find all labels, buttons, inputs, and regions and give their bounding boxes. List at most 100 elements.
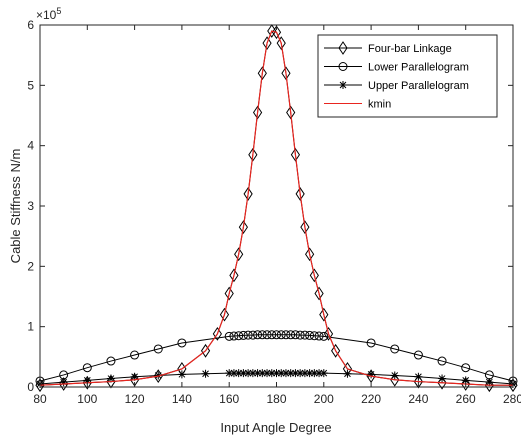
data-point-lower-parallelogram <box>130 350 140 360</box>
series-line-lower-parallelogram <box>39 334 514 382</box>
y-axis-label: Cable Stiffness N/m <box>8 149 23 264</box>
data-point-lower-parallelogram <box>106 356 116 366</box>
data-point-lower-parallelogram <box>305 330 315 340</box>
data-point-four-bar-linkage <box>262 36 272 51</box>
data-point-lower-parallelogram <box>267 330 277 340</box>
y-tick-label: 6 <box>27 18 34 32</box>
legend-label: Lower Parallelogram <box>368 62 469 74</box>
data-point-lower-parallelogram <box>243 330 253 340</box>
data-point-upper-parallelogram <box>286 369 295 378</box>
data-point-upper-parallelogram <box>106 374 115 383</box>
data-point-four-bar-linkage <box>257 66 267 81</box>
data-point-four-bar-linkage <box>305 247 315 262</box>
data-point-upper-parallelogram <box>59 378 68 387</box>
data-point-lower-parallelogram <box>229 331 239 341</box>
data-point-lower-parallelogram <box>257 330 267 340</box>
y-exponent-label: ×105 <box>36 6 61 22</box>
data-point-four-bar-linkage <box>437 375 447 390</box>
data-point-four-bar-linkage <box>200 343 211 358</box>
data-point-upper-parallelogram <box>229 369 238 378</box>
data-point-upper-parallelogram <box>438 374 447 383</box>
data-point-upper-parallelogram <box>310 369 319 378</box>
data-point-lower-parallelogram <box>153 344 163 354</box>
data-point-upper-parallelogram <box>201 369 210 378</box>
data-point-upper-parallelogram <box>485 378 494 387</box>
data-point-lower-parallelogram <box>295 330 305 340</box>
data-point-four-bar-linkage <box>319 307 329 322</box>
data-point-four-bar-linkage <box>413 374 424 389</box>
data-point-four-bar-linkage <box>314 286 324 301</box>
legend-items: Four-bar Linkage Lower Parallelogram Upper… <box>324 41 469 111</box>
x-tick-label: 260 <box>456 392 476 406</box>
legend-box <box>317 34 498 118</box>
data-point-upper-parallelogram <box>367 370 376 379</box>
data-point-lower-parallelogram <box>248 330 258 340</box>
series-layer <box>35 24 518 393</box>
data-point-upper-parallelogram <box>258 369 267 378</box>
legend-marker <box>338 62 348 71</box>
data-point-lower-parallelogram <box>59 370 69 380</box>
data-point-lower-parallelogram <box>177 338 187 348</box>
data-point-upper-parallelogram <box>263 369 272 378</box>
data-point-upper-parallelogram <box>461 376 470 385</box>
data-point-four-bar-linkage <box>248 147 258 162</box>
data-point-four-bar-linkage <box>300 220 310 235</box>
x-axis-label: Input Angle Degree <box>220 420 331 435</box>
data-point-four-bar-linkage <box>219 307 230 322</box>
x-tick-label: 160 <box>219 392 239 406</box>
y-exponent-prefix: ×10 <box>36 8 57 22</box>
x-tick-label: 200 <box>314 392 334 406</box>
data-point-upper-parallelogram <box>291 369 300 378</box>
legend-item-kmin: kmin <box>324 99 391 111</box>
data-point-four-bar-linkage <box>238 220 248 235</box>
series-line-kmin <box>39 30 513 386</box>
data-point-lower-parallelogram <box>238 330 248 340</box>
data-point-lower-parallelogram <box>390 344 400 354</box>
data-point-upper-parallelogram <box>239 369 248 378</box>
legend-label: Upper Parallelogram <box>368 80 469 92</box>
data-point-four-bar-linkage <box>508 378 518 393</box>
legend-item-upper-parallelogram: Upper Parallelogram <box>324 80 469 92</box>
data-point-four-bar-linkage <box>106 374 116 389</box>
data-point-upper-parallelogram <box>244 369 253 378</box>
data-point-four-bar-linkage <box>484 378 494 393</box>
data-point-lower-parallelogram <box>366 338 376 348</box>
data-point-four-bar-linkage <box>82 375 92 390</box>
data-point-upper-parallelogram <box>281 369 290 378</box>
data-point-lower-parallelogram <box>253 330 263 340</box>
y-exponent-power: 5 <box>56 6 61 16</box>
legend-item-four-bar-linkage: Four-bar Linkage <box>324 41 452 55</box>
data-point-lower-parallelogram <box>437 356 447 366</box>
legend-label: kmin <box>368 99 391 111</box>
data-point-upper-parallelogram <box>390 371 399 380</box>
series-lower-parallelogram <box>35 330 518 386</box>
data-point-lower-parallelogram <box>300 330 310 340</box>
x-tick-label: 120 <box>125 392 145 406</box>
x-tick-label: 80 <box>33 392 47 406</box>
data-point-four-bar-linkage <box>212 327 222 341</box>
data-point-four-bar-linkage <box>331 343 341 358</box>
data-point-lower-parallelogram <box>234 331 244 341</box>
data-point-four-bar-linkage <box>295 187 305 201</box>
data-point-upper-parallelogram <box>234 369 243 378</box>
data-point-upper-parallelogram <box>225 369 234 378</box>
legend-label: Four-bar Linkage <box>368 43 452 55</box>
data-point-upper-parallelogram <box>272 369 281 378</box>
legend-marker <box>339 81 347 89</box>
data-point-four-bar-linkage <box>59 377 69 391</box>
data-point-four-bar-linkage <box>271 25 282 40</box>
data-point-four-bar-linkage <box>35 378 45 393</box>
data-point-four-bar-linkage <box>281 66 291 81</box>
data-point-upper-parallelogram <box>296 369 305 378</box>
data-point-lower-parallelogram <box>290 330 300 340</box>
data-point-lower-parallelogram <box>309 331 319 341</box>
data-point-lower-parallelogram <box>262 330 272 340</box>
data-point-upper-parallelogram <box>343 369 352 378</box>
legend: Four-bar Linkage Lower Parallelogram Upper… <box>317 34 498 118</box>
y-tick-label: 4 <box>27 139 34 153</box>
data-point-upper-parallelogram <box>83 376 92 385</box>
data-point-lower-parallelogram <box>413 350 423 360</box>
legend-marker <box>338 41 348 55</box>
data-point-upper-parallelogram <box>300 369 309 378</box>
